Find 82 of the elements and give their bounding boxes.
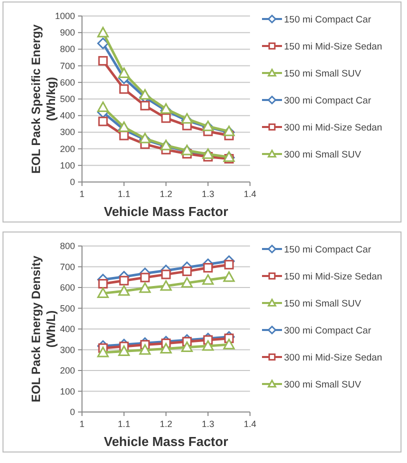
point [223, 271, 235, 282]
y-tick-label: 500 [60, 94, 75, 104]
y-tick-label: 400 [60, 110, 75, 121]
x-tick-label: 1.4 [244, 189, 256, 199]
legend-label: 150 mi Compact Car [284, 244, 372, 256]
legend-label: 300 mi Compact Car [284, 326, 372, 336]
point [118, 68, 130, 78]
y-tick-label: 400 [60, 324, 75, 334]
y-tick-label: 800 [60, 241, 75, 251]
point [119, 84, 129, 94]
point [182, 266, 192, 276]
point [98, 279, 108, 289]
point [97, 38, 109, 50]
y-tick-label: 700 [60, 262, 75, 272]
point [160, 103, 172, 114]
x-tick-label: 1.4 [244, 419, 256, 429]
legend-label: 300 mi Small SUV [284, 380, 362, 390]
point [118, 285, 130, 296]
x-tick-label: 1 [79, 419, 85, 429]
x-tick-label: 1.3 [202, 189, 214, 199]
x-tick-label: 1.2 [160, 189, 172, 199]
point [98, 116, 108, 126]
x-axis-title: Vehicle Mass Factor [104, 434, 228, 449]
point [139, 89, 151, 100]
y-tick-label: 300 [60, 344, 75, 355]
point [119, 130, 129, 140]
point [140, 272, 150, 282]
legend-label: 150 mi Compact Car [284, 14, 372, 26]
point [98, 56, 108, 66]
y-tick-label: 0 [70, 177, 75, 187]
point [202, 274, 214, 285]
y-axis-title: EOL Pack Specific Energy (Wh/kg) [29, 24, 58, 174]
y-tick-label: 600 [60, 77, 75, 88]
y-tick-label: 500 [60, 303, 75, 314]
legend-label: 300 mi Mid-Size Sedan [284, 122, 382, 134]
point [97, 102, 109, 112]
y-tick-label: 700 [60, 60, 75, 71]
x-tick-label: 1.1 [118, 419, 130, 429]
y-tick-label: 1000 [54, 11, 75, 21]
point [97, 26, 109, 38]
y-axis-title: EOL Pack Energy Density (Wh/L) [29, 255, 58, 402]
point [223, 338, 235, 350]
y-tick-label: 900 [60, 28, 75, 38]
point [118, 121, 130, 132]
x-axis-title: Vehicle Mass Factor [104, 204, 228, 219]
point [202, 340, 214, 351]
point [224, 260, 234, 270]
point [161, 270, 171, 280]
legend-label: 300 mi Compact Car [284, 96, 372, 106]
point [140, 100, 150, 110]
y-tick-label: 200 [60, 366, 75, 376]
x-tick-label: 1 [79, 189, 85, 199]
legend-label: 150 mi Mid-Size Sedan [284, 42, 382, 52]
y-tick-label: 200 [60, 144, 75, 154]
legend-label: 150 mi Small SUV [284, 68, 362, 80]
point [181, 113, 193, 124]
point [97, 288, 109, 298]
point [118, 345, 130, 356]
y-tick-label: 0 [70, 407, 75, 417]
y-tick-label: 800 [60, 44, 75, 54]
y-tick-label: 600 [60, 282, 75, 292]
legend-label: 300 mi Small SUV [284, 150, 362, 160]
point [139, 344, 151, 355]
point [139, 132, 151, 144]
point [139, 282, 151, 293]
legend-label: 150 mi Mid-Size Sedan [284, 272, 382, 282]
point [161, 113, 171, 123]
point [203, 263, 213, 273]
y-tick-label: 100 [60, 160, 75, 170]
point [160, 280, 172, 291]
legend-label: 300 mi Mid-Size Sedan [284, 352, 382, 364]
point [181, 342, 193, 352]
y-tick-label: 100 [60, 386, 75, 396]
point [181, 277, 193, 288]
point [97, 346, 109, 358]
point [160, 342, 172, 354]
x-tick-label: 1.3 [202, 419, 214, 429]
y-tick-label: 300 [60, 127, 75, 138]
legend-label: 150 mi Small SUV [284, 298, 362, 310]
x-tick-label: 1.1 [118, 189, 130, 199]
x-tick-label: 1.2 [160, 419, 172, 429]
point [119, 276, 129, 286]
